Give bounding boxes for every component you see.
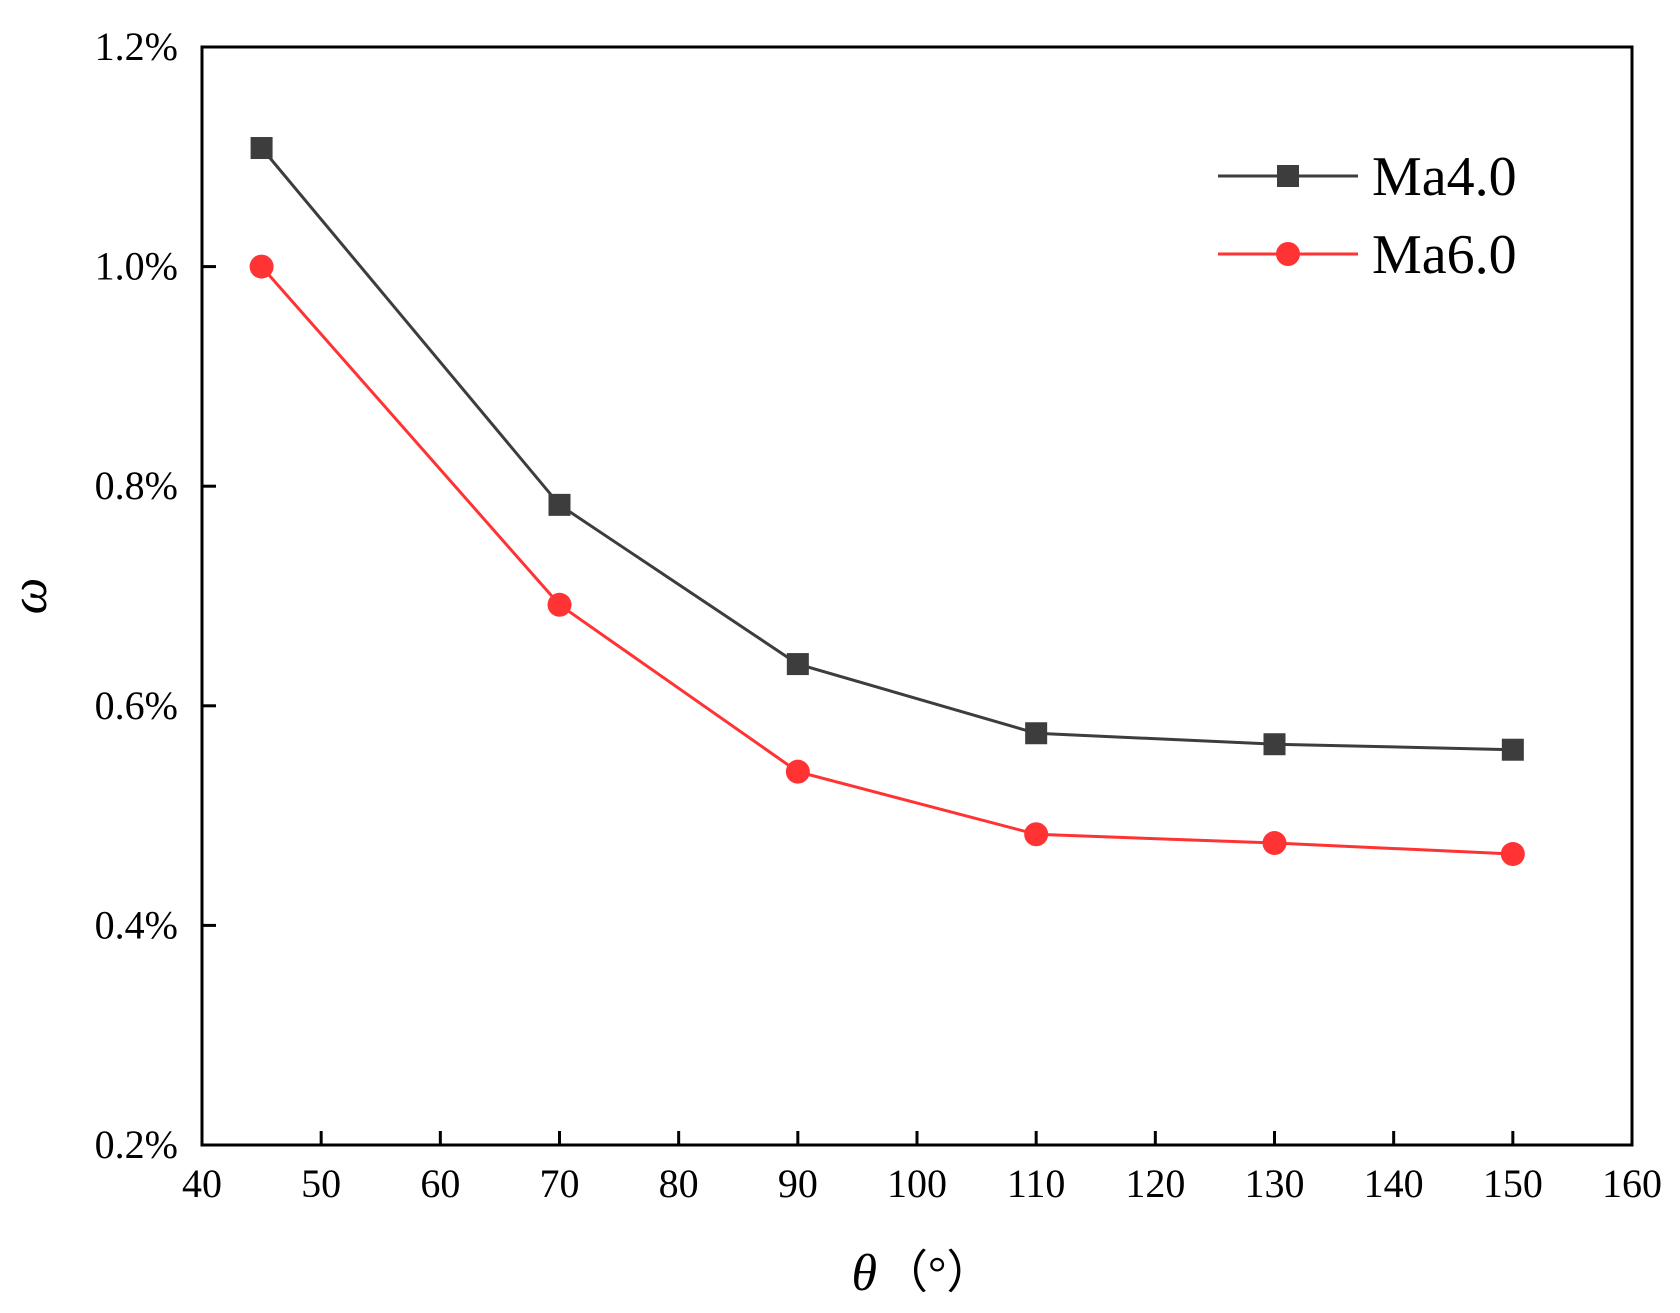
data-point-ma6-0 [1500, 842, 1525, 867]
legend-marker-ma6-0 [1276, 242, 1300, 266]
x-tick-label: 90 [778, 1161, 818, 1206]
axis-ticks: 40 50 60 70 80 90 100 110 120 130 140 150 160 0.2% 0.4… [95, 24, 1662, 1206]
data-point-ma6-0 [785, 759, 810, 784]
x-tick-label: 40 [182, 1161, 222, 1206]
x-tick-label: 60 [420, 1161, 460, 1206]
data-point-ma6-0 [249, 254, 274, 279]
x-tick-label: 100 [887, 1161, 947, 1206]
x-tick-label: 70 [540, 1161, 580, 1206]
y-tick-label: 0.2% [95, 1122, 178, 1167]
data-point-ma6-0 [1024, 822, 1049, 847]
series-line-ma4-0 [260, 147, 1513, 752]
data-point-ma4-0 [786, 653, 809, 676]
data-point-ma4-0 [1501, 738, 1524, 761]
series-line-ma6-0 [260, 265, 1513, 856]
data-point-ma6-0 [1262, 831, 1287, 856]
x-tick-label: 80 [659, 1161, 699, 1206]
plot-frame [200, 45, 1634, 1147]
y-axis-title: ω [1, 578, 58, 615]
x-tick-label: 120 [1125, 1161, 1185, 1206]
y-tick-label: 1.2% [95, 24, 178, 69]
legend-marker-ma4-0 [1277, 165, 1299, 187]
legend: Ma4.0 Ma6.0 [1218, 146, 1517, 286]
legend-label-ma6-0: Ma6.0 [1372, 224, 1517, 286]
series-group [249, 137, 1525, 867]
y-tick-label: 1.0% [95, 244, 178, 289]
y-tick-label: 0.8% [95, 463, 178, 508]
x-axis-unit: （°） [882, 1247, 992, 1298]
data-point-ma4-0 [1025, 722, 1048, 745]
data-point-ma4-0 [1263, 733, 1286, 756]
y-tick-label: 0.4% [95, 902, 178, 947]
x-tick-label: 130 [1245, 1161, 1305, 1206]
data-point-ma6-0 [547, 592, 572, 617]
data-point-ma4-0 [548, 493, 571, 516]
x-tick-label: 150 [1483, 1161, 1543, 1206]
x-tick-label: 140 [1364, 1161, 1424, 1206]
x-tick-label: 110 [1007, 1161, 1066, 1206]
x-tick-label: 50 [301, 1161, 341, 1206]
legend-label-ma4-0: Ma4.0 [1372, 146, 1517, 208]
x-axis-title: θ [851, 1245, 877, 1302]
y-tick-label: 0.6% [95, 683, 178, 728]
data-point-ma4-0 [250, 137, 273, 160]
x-tick-label: 160 [1602, 1161, 1662, 1206]
